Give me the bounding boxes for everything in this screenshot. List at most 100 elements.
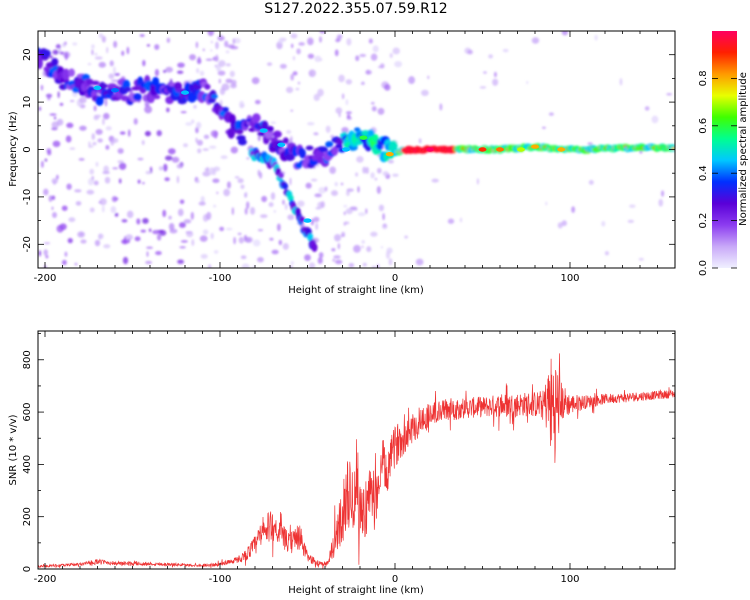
noise-blob bbox=[95, 128, 103, 135]
noise-blob bbox=[353, 244, 361, 253]
noise-blob bbox=[209, 167, 215, 176]
noise-blob bbox=[334, 49, 339, 57]
noise-blob bbox=[545, 201, 548, 206]
noise-blob bbox=[98, 33, 104, 39]
noise-blob bbox=[94, 114, 102, 118]
noise-blob bbox=[638, 257, 644, 261]
noise-blob bbox=[378, 204, 385, 212]
noise-blob bbox=[279, 63, 287, 69]
noise-blob bbox=[325, 125, 331, 134]
noise-blob bbox=[382, 213, 385, 221]
snr-y-axis-label: SNR (10 * v/v) bbox=[8, 414, 19, 485]
noise-blob bbox=[337, 34, 343, 38]
noise-blob bbox=[218, 60, 226, 67]
ridge-blob bbox=[38, 57, 43, 70]
noise-blob bbox=[109, 60, 114, 67]
noise-blob bbox=[619, 77, 623, 86]
noise-blob bbox=[346, 190, 350, 197]
noise-blob bbox=[244, 207, 248, 215]
noise-blob bbox=[118, 178, 122, 184]
noise-blob bbox=[270, 121, 277, 124]
colorbar-tick-label: 0.4 bbox=[698, 165, 709, 181]
noise-blob bbox=[241, 263, 250, 268]
hot-spot bbox=[93, 85, 102, 91]
ridge-blob bbox=[91, 80, 100, 86]
ridge-blob bbox=[124, 86, 132, 92]
colorbar: 0.0 0.2 0.4 0.6 0.8 Normalized spectral ampl… bbox=[698, 31, 749, 276]
noise-blob bbox=[80, 239, 87, 244]
noise-blob bbox=[333, 255, 341, 259]
noise-blob bbox=[357, 185, 360, 193]
noise-blob bbox=[213, 250, 219, 254]
noise-blob bbox=[282, 243, 289, 250]
noise-blob bbox=[99, 198, 107, 206]
noise-blob bbox=[319, 31, 326, 34]
noise-blob bbox=[108, 73, 115, 80]
noise-blob bbox=[370, 231, 378, 237]
hot-spot bbox=[557, 147, 566, 152]
noise-blob bbox=[180, 240, 188, 243]
noise-blob bbox=[343, 222, 346, 226]
noise-blob bbox=[102, 118, 105, 126]
noise-blob bbox=[49, 55, 54, 59]
noise-blob bbox=[651, 115, 659, 124]
colorbar-label: Normalized spectral amplitude bbox=[738, 72, 749, 226]
noise-blob bbox=[105, 145, 110, 150]
noise-blob bbox=[94, 239, 101, 247]
noise-blob bbox=[384, 84, 391, 91]
spectrogram-heatmap bbox=[38, 31, 675, 268]
noise-blob bbox=[74, 189, 82, 193]
noise-blob bbox=[447, 218, 455, 224]
noise-blob bbox=[134, 236, 141, 242]
noise-blob bbox=[334, 181, 338, 187]
noise-blob bbox=[290, 73, 295, 81]
noise-blob bbox=[43, 249, 49, 256]
noise-blob bbox=[113, 40, 118, 48]
noise-blob bbox=[318, 186, 326, 194]
noise-blob bbox=[137, 179, 141, 184]
noise-blob bbox=[420, 89, 429, 97]
noise-blob bbox=[165, 66, 173, 73]
noise-blob bbox=[121, 50, 125, 56]
noise-blob bbox=[87, 177, 94, 186]
ridge-blob bbox=[331, 146, 339, 156]
noise-blob bbox=[148, 228, 152, 233]
noise-blob bbox=[244, 191, 248, 198]
noise-blob bbox=[224, 40, 229, 48]
noise-blob bbox=[140, 229, 147, 233]
noise-blob bbox=[317, 257, 323, 264]
noise-blob bbox=[168, 222, 175, 231]
noise-blob bbox=[488, 54, 493, 59]
noise-blob bbox=[335, 107, 343, 114]
noise-blob bbox=[72, 42, 78, 46]
noise-blob bbox=[47, 150, 52, 156]
noise-blob bbox=[103, 112, 110, 120]
noise-blob bbox=[52, 140, 61, 148]
spectrogram-y-tick-label: 0 bbox=[22, 146, 33, 152]
noise-blob bbox=[388, 258, 393, 266]
noise-blob bbox=[220, 155, 228, 159]
hot-spot bbox=[426, 147, 434, 152]
noise-blob bbox=[106, 46, 109, 54]
noise-blob bbox=[408, 76, 416, 85]
noise-blob bbox=[345, 208, 353, 215]
noise-blob bbox=[110, 138, 119, 143]
noise-blob bbox=[341, 93, 345, 100]
noise-blob bbox=[202, 229, 209, 235]
noise-blob bbox=[126, 210, 134, 219]
spectrogram-x-tick-label: -100 bbox=[209, 273, 232, 284]
branch-blob bbox=[287, 194, 294, 202]
noise-blob bbox=[282, 199, 285, 205]
noise-blob bbox=[360, 82, 365, 86]
noise-blob bbox=[319, 36, 322, 43]
noise-blob bbox=[226, 181, 231, 189]
noise-blob bbox=[91, 44, 95, 49]
spectrogram-y-tick-label: 10 bbox=[22, 96, 33, 109]
noise-blob bbox=[105, 126, 112, 131]
noise-blob bbox=[346, 38, 352, 46]
ridge-blob bbox=[222, 106, 229, 112]
snr-ticks: -200 -100 0 100 0 200 400 600 800 bbox=[22, 331, 676, 585]
noise-blob bbox=[271, 249, 279, 255]
ridge-blob bbox=[261, 120, 269, 131]
